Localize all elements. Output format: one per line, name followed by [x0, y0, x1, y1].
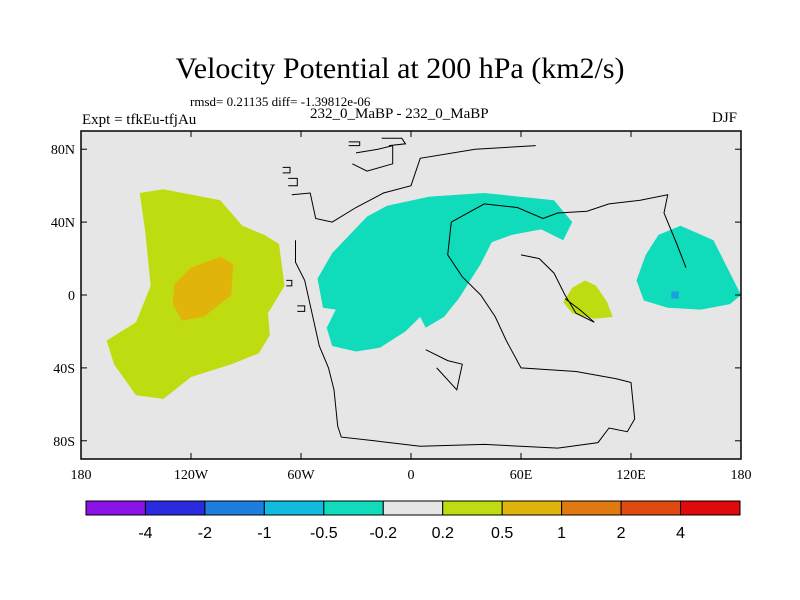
x-tick-label: 120W: [174, 468, 209, 483]
coastline-1: [291, 145, 536, 223]
colorbar-label: 0.2: [432, 525, 454, 542]
colorbar-label: -0.5: [310, 525, 338, 542]
colorbar-box: [85, 500, 146, 516]
colorbar-box: [323, 500, 384, 516]
season-label: DJF: [712, 110, 738, 126]
colorbar-box: [620, 500, 682, 516]
y-tick-label: 0: [68, 289, 75, 304]
contour-region-maritime-continent-positive: [563, 280, 613, 319]
coastline-7: [286, 279, 293, 287]
colorbar-box: [561, 500, 622, 516]
contour-region-west-pacific-negative: [636, 225, 741, 310]
coastline-6: [348, 141, 361, 147]
colorbar-box: [501, 500, 563, 516]
y-tick-label: 80N: [51, 143, 75, 158]
contour-region-east-pacific-core: [172, 256, 234, 321]
experiment-label: Expt = tfkEu-tfjAu: [82, 112, 197, 128]
runs-label: 232_0_MaBP - 232_0_MaBP: [310, 106, 489, 122]
x-tick-label: 180: [71, 468, 92, 483]
stats-line: rmsd= 0.21135 diff= -1.39812e-06: [190, 94, 371, 109]
x-tick-label: 60W: [287, 468, 315, 483]
colorbar-label: -1: [257, 525, 271, 542]
x-tick-label: 120E: [616, 468, 646, 483]
colorbar-box: [144, 500, 206, 516]
x-tick-label: 180: [731, 468, 752, 483]
x-tick-label: 60E: [510, 468, 533, 483]
colorbar-box: [442, 500, 503, 516]
coastline-10: [282, 166, 291, 174]
colorbar-label: -2: [198, 525, 212, 542]
chart-title: Velocity Potential at 200 hPa (km2/s): [175, 52, 625, 85]
coastline-5: [520, 254, 595, 323]
colorbar-label: -4: [138, 525, 152, 542]
coastline-4: [425, 349, 463, 391]
colorbar-label: 2: [617, 525, 626, 542]
x-tick-label: 0: [408, 468, 415, 483]
colorbar-label: 1: [557, 525, 566, 542]
colorbar-box: [382, 500, 444, 516]
coastline-8: [297, 305, 306, 312]
colorbar-label: 0.5: [491, 525, 513, 542]
coastline-9: [288, 177, 298, 187]
contour-region-africa-europe-asia-negative: [317, 193, 573, 352]
colorbar-label: -0.2: [369, 525, 397, 542]
colorbar-label: 4: [676, 525, 685, 542]
y-tick-label: 40N: [51, 216, 75, 231]
contour-region-west-pacific-dot: [671, 291, 679, 299]
y-tick-label: 80S: [53, 435, 75, 450]
y-tick-label: 40S: [53, 362, 75, 377]
colorbar-box: [263, 500, 325, 516]
colorbar-box: [680, 500, 741, 516]
coastline-2: [352, 144, 394, 172]
colorbar-box: [204, 500, 265, 516]
plot-layer: [106, 137, 741, 449]
coastline-0: [295, 194, 687, 449]
coastline-3: [381, 137, 407, 147]
